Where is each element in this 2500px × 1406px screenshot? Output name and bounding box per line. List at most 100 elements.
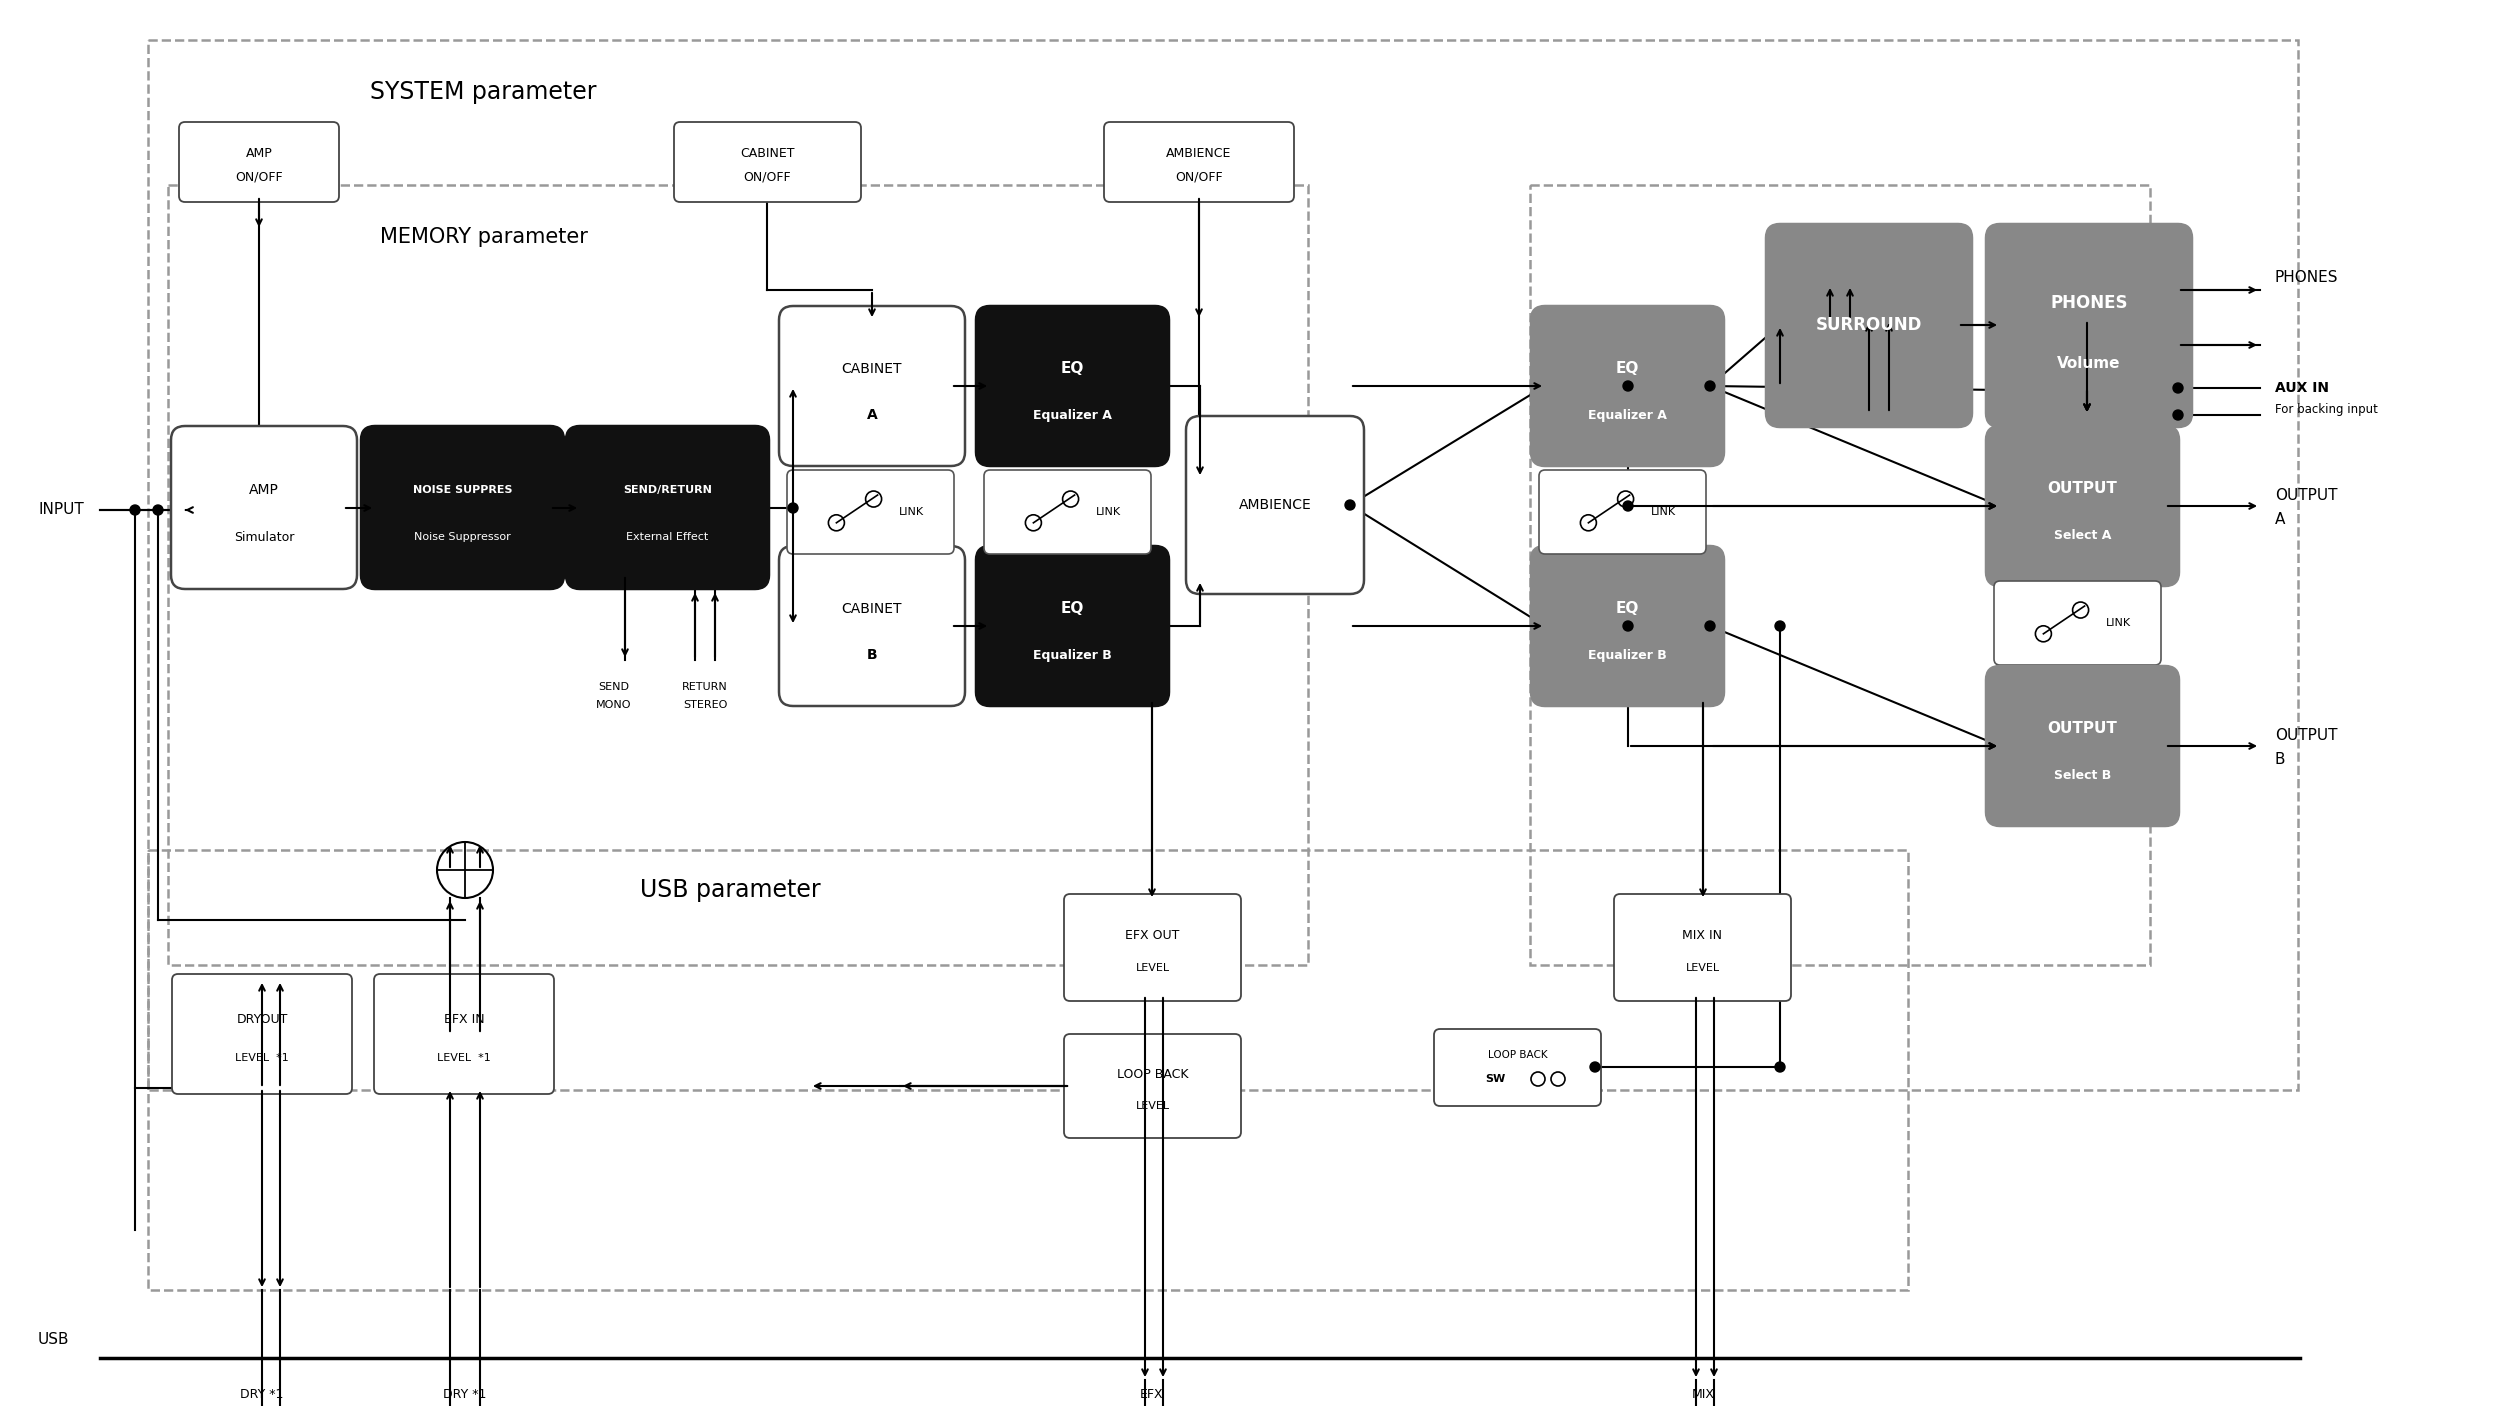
Text: LEVEL  *1: LEVEL *1 (235, 1053, 290, 1063)
Text: USB parameter: USB parameter (640, 877, 820, 903)
FancyBboxPatch shape (675, 122, 860, 202)
Text: INPUT: INPUT (38, 502, 85, 517)
Text: DRYOUT: DRYOUT (238, 1014, 288, 1026)
Text: Equalizer B: Equalizer B (1588, 648, 1668, 662)
FancyBboxPatch shape (1435, 1029, 1600, 1107)
Text: EQ: EQ (1060, 361, 1085, 377)
Circle shape (788, 503, 798, 513)
Text: EFX IN: EFX IN (442, 1014, 485, 1026)
Circle shape (152, 505, 162, 515)
Text: PHONES: PHONES (2050, 294, 2128, 312)
Text: A: A (867, 408, 877, 422)
Text: LOOP BACK: LOOP BACK (1488, 1050, 1548, 1060)
Text: AMP: AMP (250, 482, 280, 496)
Circle shape (1775, 621, 1785, 631)
Text: For backing input: For backing input (2275, 404, 2378, 416)
Text: MIX: MIX (1693, 1389, 1715, 1402)
FancyBboxPatch shape (1615, 894, 1790, 1001)
Text: DRY *1: DRY *1 (442, 1389, 488, 1402)
Text: LEVEL: LEVEL (1685, 963, 1720, 973)
FancyBboxPatch shape (1995, 581, 2160, 665)
Text: MONO: MONO (598, 700, 632, 710)
Text: Select A: Select A (2055, 529, 2110, 541)
Text: LEVEL: LEVEL (1135, 1101, 1170, 1111)
Text: CABINET: CABINET (842, 361, 902, 375)
FancyBboxPatch shape (985, 470, 1150, 554)
FancyBboxPatch shape (1185, 416, 1365, 593)
FancyBboxPatch shape (1985, 666, 2180, 825)
Text: Noise Suppressor: Noise Suppressor (415, 533, 510, 543)
Bar (168, 186, 1308, 965)
Text: OUTPUT: OUTPUT (2275, 727, 2338, 742)
Text: LINK: LINK (1650, 508, 1675, 517)
Circle shape (1622, 381, 1632, 391)
Text: EQ: EQ (1615, 602, 1640, 616)
Text: MIX IN: MIX IN (1682, 928, 1722, 942)
Text: SURROUND: SURROUND (1815, 316, 1922, 335)
FancyBboxPatch shape (375, 974, 555, 1094)
Text: EQ: EQ (1615, 361, 1640, 377)
Text: LEVEL: LEVEL (1135, 963, 1170, 973)
FancyBboxPatch shape (780, 546, 965, 706)
Text: PHONES: PHONES (2275, 270, 2338, 285)
FancyBboxPatch shape (565, 426, 770, 589)
Circle shape (1622, 501, 1632, 510)
Circle shape (2172, 382, 2182, 394)
Text: ON/OFF: ON/OFF (1175, 170, 1222, 183)
Text: MEMORY parameter: MEMORY parameter (380, 226, 588, 247)
Text: LINK: LINK (898, 508, 922, 517)
FancyBboxPatch shape (170, 426, 358, 589)
Text: EFX OUT: EFX OUT (1125, 928, 1180, 942)
Text: USB: USB (38, 1333, 70, 1347)
FancyBboxPatch shape (1765, 224, 1973, 427)
Text: LINK: LINK (2105, 619, 2130, 628)
Text: Equalizer B: Equalizer B (1032, 648, 1112, 662)
Text: LEVEL  *1: LEVEL *1 (438, 1053, 490, 1063)
Circle shape (1590, 1062, 1600, 1071)
Bar (148, 851, 1908, 1289)
Text: External Effect: External Effect (628, 533, 707, 543)
Circle shape (1705, 621, 1715, 631)
FancyBboxPatch shape (1065, 1033, 1240, 1137)
Text: OUTPUT: OUTPUT (2047, 721, 2118, 737)
Circle shape (1345, 501, 1355, 510)
FancyBboxPatch shape (173, 974, 352, 1094)
Text: RETURN: RETURN (682, 682, 727, 692)
Text: EFX: EFX (1140, 1389, 1165, 1402)
FancyBboxPatch shape (1985, 426, 2180, 586)
Circle shape (130, 505, 140, 515)
Bar (148, 39, 2298, 1090)
Circle shape (1622, 621, 1632, 631)
Text: SEND/RETURN: SEND/RETURN (622, 485, 712, 495)
FancyBboxPatch shape (975, 546, 1170, 706)
Text: DRY *1: DRY *1 (240, 1389, 282, 1402)
FancyBboxPatch shape (1540, 470, 1705, 554)
Text: Equalizer A: Equalizer A (1032, 409, 1112, 422)
Text: Select B: Select B (2055, 769, 2110, 782)
Text: Simulator: Simulator (235, 530, 295, 544)
Text: ON/OFF: ON/OFF (742, 170, 792, 183)
Circle shape (1705, 381, 1715, 391)
FancyBboxPatch shape (1985, 224, 2192, 427)
Text: B: B (867, 648, 877, 662)
FancyBboxPatch shape (360, 426, 565, 589)
Text: OUTPUT: OUTPUT (2275, 488, 2338, 502)
Text: EQ: EQ (1060, 602, 1085, 616)
Text: AMBIENCE: AMBIENCE (1168, 146, 1232, 160)
Text: LINK: LINK (1095, 508, 1120, 517)
Bar (1530, 186, 2150, 965)
Text: OUTPUT: OUTPUT (2047, 481, 2118, 496)
Text: AMP: AMP (245, 146, 272, 160)
FancyBboxPatch shape (788, 470, 955, 554)
Text: Equalizer A: Equalizer A (1588, 409, 1668, 422)
Text: CABINET: CABINET (842, 602, 902, 616)
FancyBboxPatch shape (1530, 307, 1725, 465)
Text: NOISE SUPPRES: NOISE SUPPRES (412, 485, 512, 495)
FancyBboxPatch shape (1530, 546, 1725, 706)
FancyBboxPatch shape (180, 122, 340, 202)
Text: AUX IN: AUX IN (2275, 381, 2330, 395)
Circle shape (2172, 411, 2182, 420)
FancyBboxPatch shape (975, 307, 1170, 465)
Text: AMBIENCE: AMBIENCE (1238, 498, 1312, 512)
Text: CABINET: CABINET (740, 146, 795, 160)
